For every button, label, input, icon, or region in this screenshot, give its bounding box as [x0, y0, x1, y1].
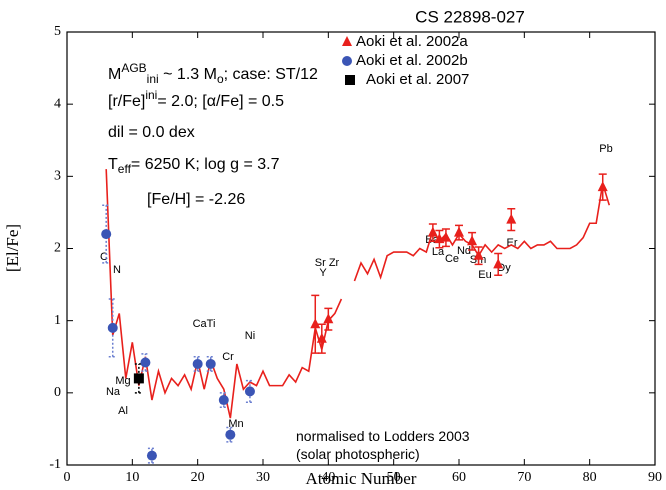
marker-triangle — [310, 318, 321, 329]
marker-triangle — [454, 226, 464, 237]
marker-circle — [218, 395, 229, 406]
annotation-part: dil = 0.0 dex — [108, 124, 195, 141]
element-label: Ce — [445, 253, 459, 265]
x-tick-label: 80 — [583, 470, 597, 485]
model-line — [105, 169, 343, 419]
annotation-part: o — [217, 72, 224, 86]
x-tick-label: 90 — [648, 470, 662, 485]
element-label: Er — [507, 237, 518, 249]
marker-circle — [140, 357, 151, 368]
element-label: Pb — [599, 143, 612, 155]
marker-triangle — [467, 235, 478, 246]
annotation-part: normalised to Lodders 2003 — [296, 428, 470, 444]
annotation: MAGBini ~ 1.3 Mo; case: ST/12 — [108, 61, 318, 86]
element-label: Mg — [115, 375, 130, 387]
y-tick-label: 0 — [54, 385, 61, 400]
x-tick-label: 0 — [64, 470, 71, 485]
marker-square — [345, 75, 355, 85]
element-label: Al — [118, 405, 128, 417]
y-tick-label: 1 — [54, 313, 61, 328]
annotation-part: ini — [145, 88, 157, 102]
annotation-part: = 2.0; [α/Fe] = 0.5 — [157, 93, 284, 110]
annotation: [Fe/H] = -2.26 — [147, 191, 245, 208]
marker-circle — [225, 429, 236, 440]
marker-triangle — [597, 181, 608, 192]
y-tick-label: 3 — [54, 169, 61, 184]
annotation: (solar photospheric) — [296, 446, 420, 462]
y-tick-label: -1 — [49, 457, 61, 472]
chart-title: CS 22898-027 — [415, 7, 525, 26]
x-tick-label: 10 — [125, 470, 139, 485]
marker-circle — [342, 56, 352, 66]
element-label: Na — [106, 386, 121, 398]
annotation-part: (solar photospheric) — [296, 446, 420, 462]
marker-circle — [205, 358, 216, 369]
x-tick-label: 20 — [191, 470, 205, 485]
marker-circle — [146, 450, 157, 461]
y-tick-label: 2 — [54, 241, 61, 256]
annotation: normalised to Lodders 2003 — [296, 428, 470, 444]
annotation: Teff= 6250 K; log g = 3.7 — [108, 156, 280, 176]
annotation-part: M — [108, 66, 121, 83]
error-bar — [245, 379, 254, 403]
annotation: [r/Fe]ini= 2.0; [α/Fe] = 0.5 — [108, 88, 284, 110]
marker-triangle — [473, 249, 484, 260]
x-tick-label: 70 — [517, 470, 531, 485]
marker-triangle — [316, 332, 327, 343]
marker-triangle — [323, 313, 334, 324]
element-label: Cr — [222, 351, 234, 363]
legend-label: Aoki et al. 2002b — [356, 52, 468, 69]
y-axis-label: [El/Fe] — [3, 224, 22, 272]
element-label: Eu — [478, 269, 491, 281]
element-label: C — [100, 251, 108, 263]
annotation-part: AGB — [121, 61, 146, 75]
annotation-part: eff — [118, 162, 132, 176]
element-label: N — [113, 264, 121, 276]
legend-label: Aoki et al. 2002a — [356, 33, 468, 50]
marker-triangle — [493, 258, 504, 269]
element-label: Ni — [245, 330, 255, 342]
annotation-part: [r/Fe] — [108, 93, 145, 110]
x-tick-label: 40 — [321, 470, 335, 485]
annotation-part: [Fe/H] = -2.26 — [147, 191, 245, 208]
marker-circle — [192, 358, 203, 369]
element-label: Sr Zr — [315, 257, 340, 269]
marker-triangle — [427, 226, 438, 237]
marker-circle — [107, 322, 118, 333]
error-bar — [134, 363, 143, 394]
marker-triangle — [342, 36, 352, 46]
element-label: Y — [319, 267, 327, 279]
x-axis-label: Atomic Number — [306, 469, 417, 488]
annotation-part: ini — [147, 72, 159, 86]
marker-circle — [101, 229, 112, 240]
annotation-part: T — [108, 156, 118, 173]
legend-label: Aoki et al. 2007 — [366, 71, 469, 88]
y-tick-label: 5 — [54, 24, 61, 39]
x-tick-label: 60 — [452, 470, 466, 485]
element-label: CaTi — [193, 318, 216, 330]
y-tick-label: 4 — [54, 96, 61, 111]
x-tick-label: 30 — [256, 470, 270, 485]
marker-triangle — [506, 213, 517, 224]
annotation: dil = 0.0 dex — [108, 124, 195, 141]
marker-circle — [244, 386, 255, 397]
annotation-part: = 6250 K; log g = 3.7 — [131, 156, 280, 173]
element-label: La — [432, 246, 445, 258]
element-label: Nd — [457, 245, 471, 257]
annotation-part: ; case: ST/12 — [224, 66, 318, 83]
model-line — [353, 183, 611, 282]
x-tick-label: 50 — [387, 470, 401, 485]
marker-triangle — [440, 231, 451, 242]
annotation-part: ~ 1.3 M — [159, 66, 217, 83]
marker-square — [133, 373, 144, 384]
